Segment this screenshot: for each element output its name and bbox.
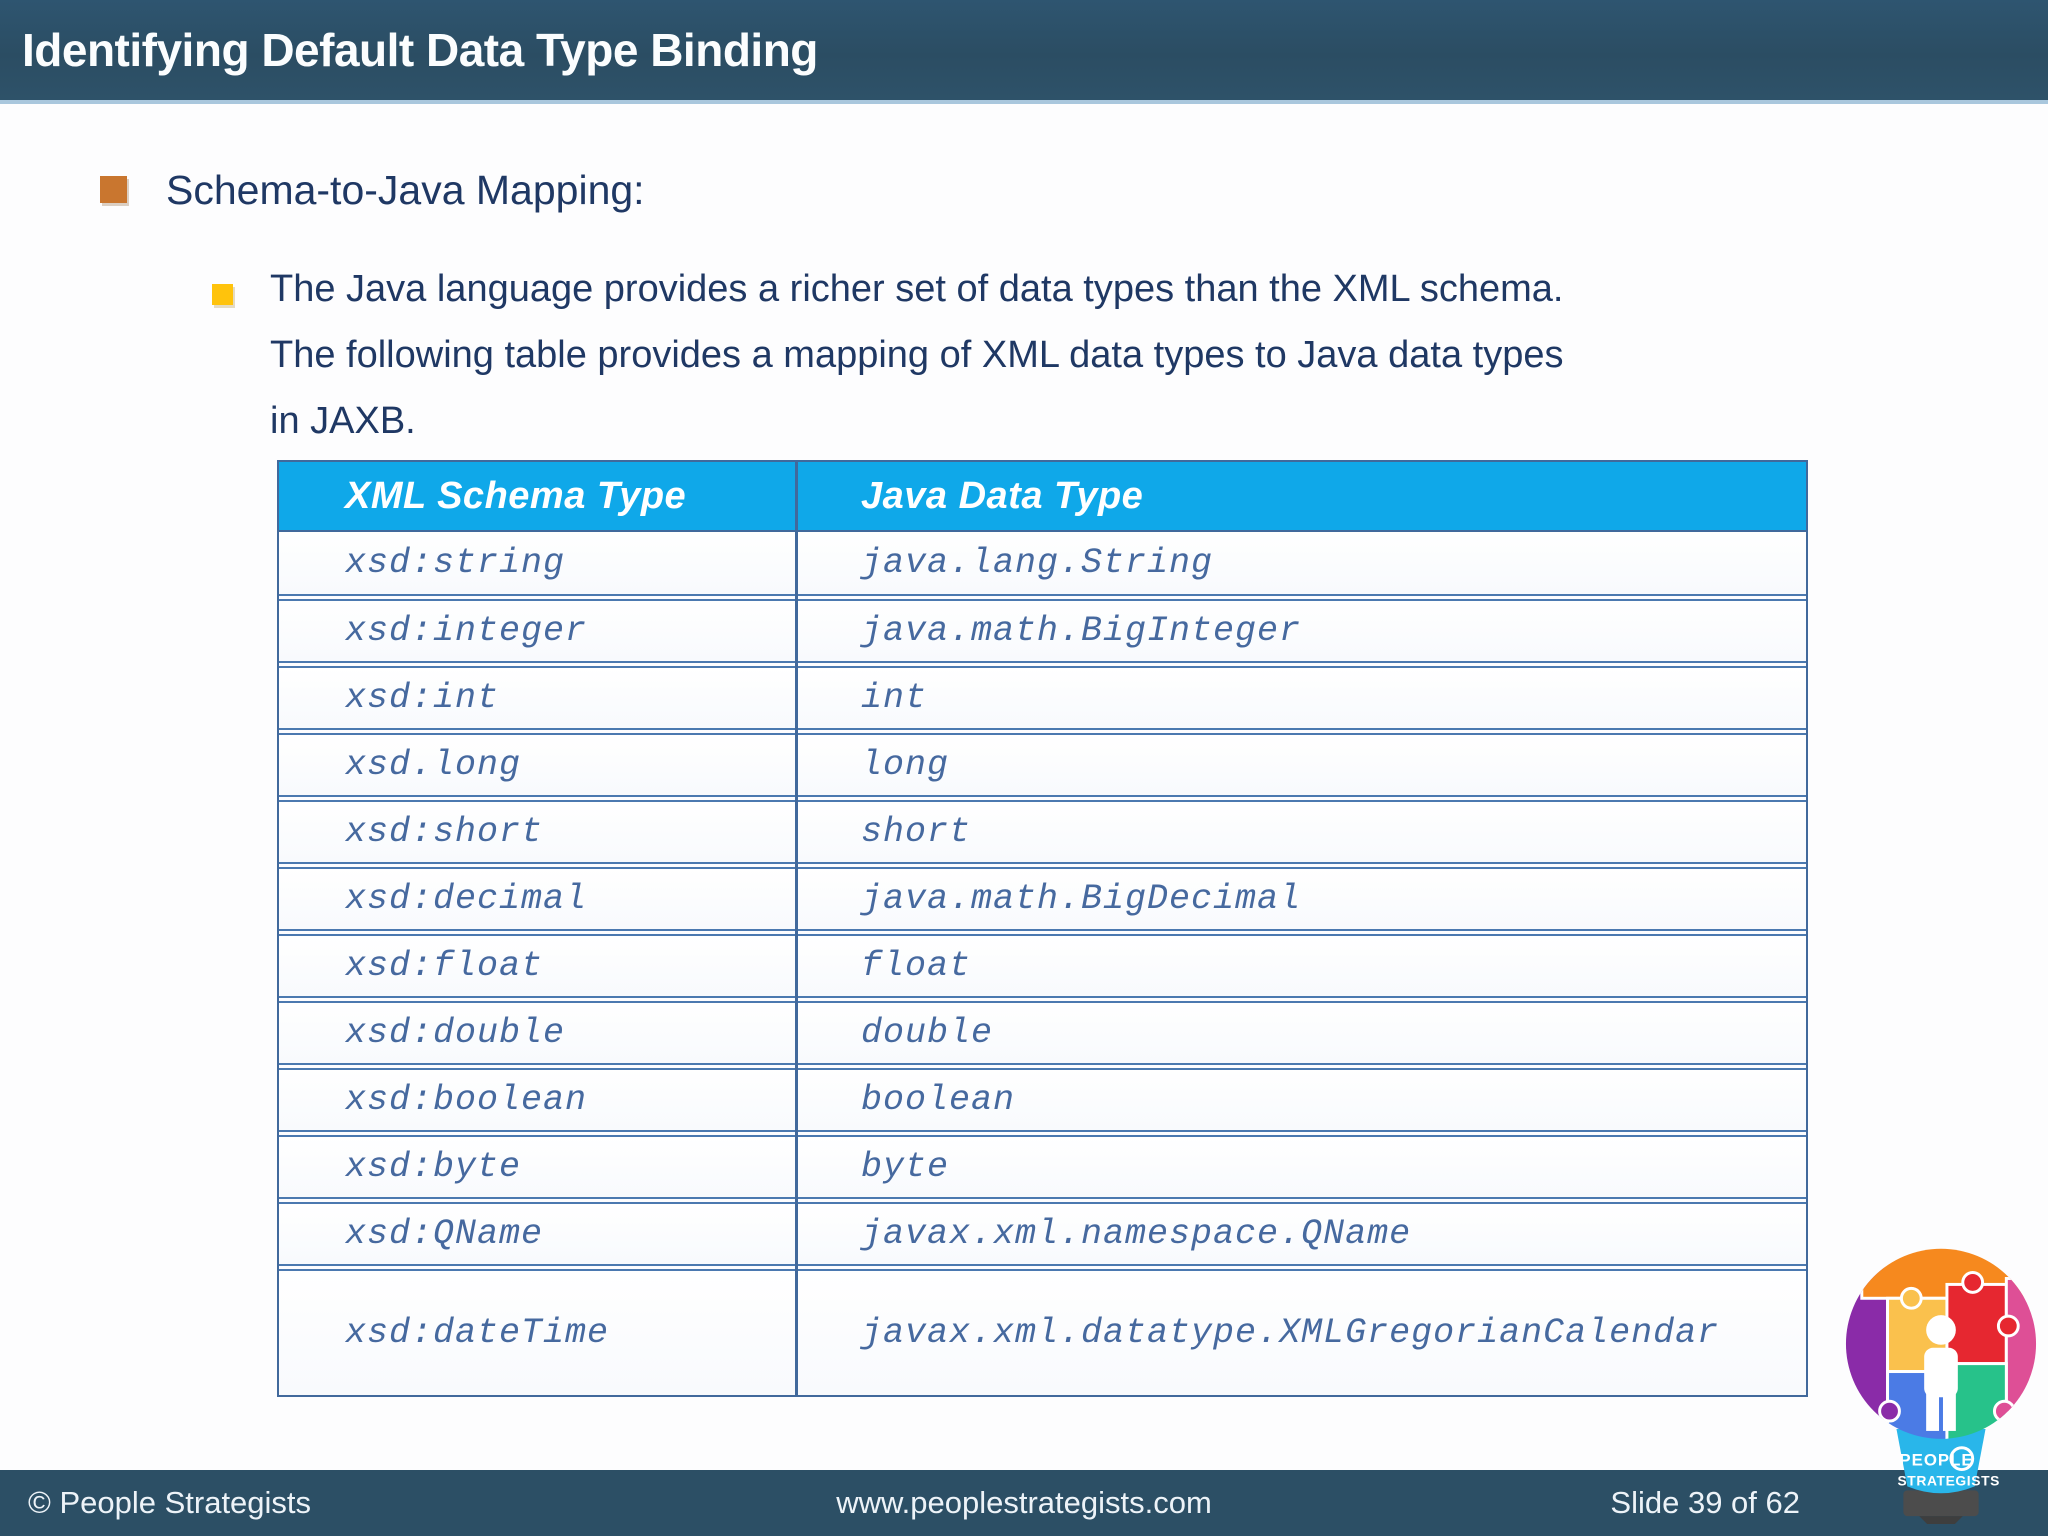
xml-type-cell: xsd:string <box>345 543 566 583</box>
table-header-row: XML Schema Type Java Data Type <box>279 462 1806 532</box>
footer-bar: © People Strategists www.peoplestrategis… <box>0 1470 2048 1536</box>
section-heading: Schema-to-Java Mapping: <box>166 167 645 213</box>
title-bar-accent-line <box>0 100 2048 104</box>
title-bar: Identifying Default Data Type Binding <box>0 0 2048 100</box>
footer-copyright: © People Strategists <box>28 1485 312 1520</box>
xml-type-cell: xsd:short <box>345 812 544 852</box>
xml-type-cell: xsd:boolean <box>345 1080 588 1120</box>
bullet-square-icon <box>100 176 127 203</box>
table-body: xsd:string java.lang.String xsd:integer … <box>279 532 1806 1395</box>
xml-type-cell: xsd:double <box>345 1013 566 1053</box>
table-row: xsd:int int <box>279 666 1806 730</box>
java-type-cell: float <box>861 946 972 986</box>
java-type-cell: double <box>861 1013 994 1053</box>
java-type-cell: javax.xml.namespace.QName <box>861 1214 1412 1254</box>
xml-type-cell: xsd:QName <box>345 1214 544 1254</box>
table-row: xsd:byte byte <box>279 1135 1806 1199</box>
table-row: xsd:string java.lang.String <box>279 532 1806 596</box>
xml-type-cell: xsd:decimal <box>345 879 588 919</box>
slide-title: Identifying Default Data Type Binding <box>22 24 818 76</box>
xml-type-cell: xsd:integer <box>345 611 588 651</box>
column-header-java-data-type: Java Data Type <box>861 474 1144 517</box>
xml-type-cell: xsd:float <box>345 946 544 986</box>
footer-slide-number: Slide 39 of 62 <box>1610 1485 1800 1520</box>
table-row: xsd:short short <box>279 800 1806 864</box>
table-row: xsd:QName javax.xml.namespace.QName <box>279 1202 1806 1266</box>
java-type-cell: java.lang.String <box>861 543 1214 583</box>
lightbulb-puzzle-icon: PEOPLE STRATEGISTS <box>1845 1248 2037 1524</box>
java-type-cell: short <box>861 812 972 852</box>
java-type-cell: byte <box>861 1147 950 1187</box>
java-type-cell: int <box>861 678 928 718</box>
table-column-divider <box>795 462 798 1395</box>
xml-type-cell: xsd.long <box>345 745 522 785</box>
java-type-cell: boolean <box>861 1080 1016 1120</box>
java-type-cell: long <box>861 745 950 785</box>
table-row: xsd.long long <box>279 733 1806 797</box>
logo-word-people: PEOPLE <box>1899 1451 1973 1470</box>
paragraph-line: The Java language provides a richer set … <box>270 268 1564 310</box>
table-row: xsd:float float <box>279 934 1806 998</box>
table-row: xsd:decimal java.math.BigDecimal <box>279 867 1806 931</box>
person-icon <box>1924 1315 1958 1431</box>
body-paragraph: The Java language provides a richer set … <box>270 256 1563 454</box>
sub-bullet-square-icon <box>212 284 233 305</box>
java-type-cell: java.math.BigInteger <box>861 611 1302 651</box>
xml-type-cell: xsd:int <box>345 678 500 718</box>
table-row: xsd:integer java.math.BigInteger <box>279 599 1806 663</box>
logo-word-strategists: STRATEGISTS <box>1897 1472 2000 1488</box>
column-header-xml-schema-type: XML Schema Type <box>345 474 687 517</box>
paragraph-line: The following table provides a mapping o… <box>270 334 1564 376</box>
people-strategists-logo: PEOPLE STRATEGISTS <box>1842 1227 2040 1524</box>
xml-type-cell: xsd:byte <box>345 1147 522 1187</box>
table-row: xsd:dateTime javax.xml.datatype.XMLGrego… <box>279 1269 1806 1395</box>
table-row: xsd:double double <box>279 1001 1806 1065</box>
footer-website: www.peoplestrategists.com <box>836 1485 1212 1520</box>
table-row: xsd:boolean boolean <box>279 1068 1806 1132</box>
java-type-cell: javax.xml.datatype.XMLGregorianCalendar <box>861 1313 1720 1353</box>
schema-java-mapping-table: XML Schema Type Java Data Type xsd:strin… <box>277 460 1808 1397</box>
paragraph-line: in JAXB. <box>270 400 416 442</box>
xml-type-cell: xsd:dateTime <box>345 1313 610 1353</box>
java-type-cell: java.math.BigDecimal <box>861 879 1302 919</box>
